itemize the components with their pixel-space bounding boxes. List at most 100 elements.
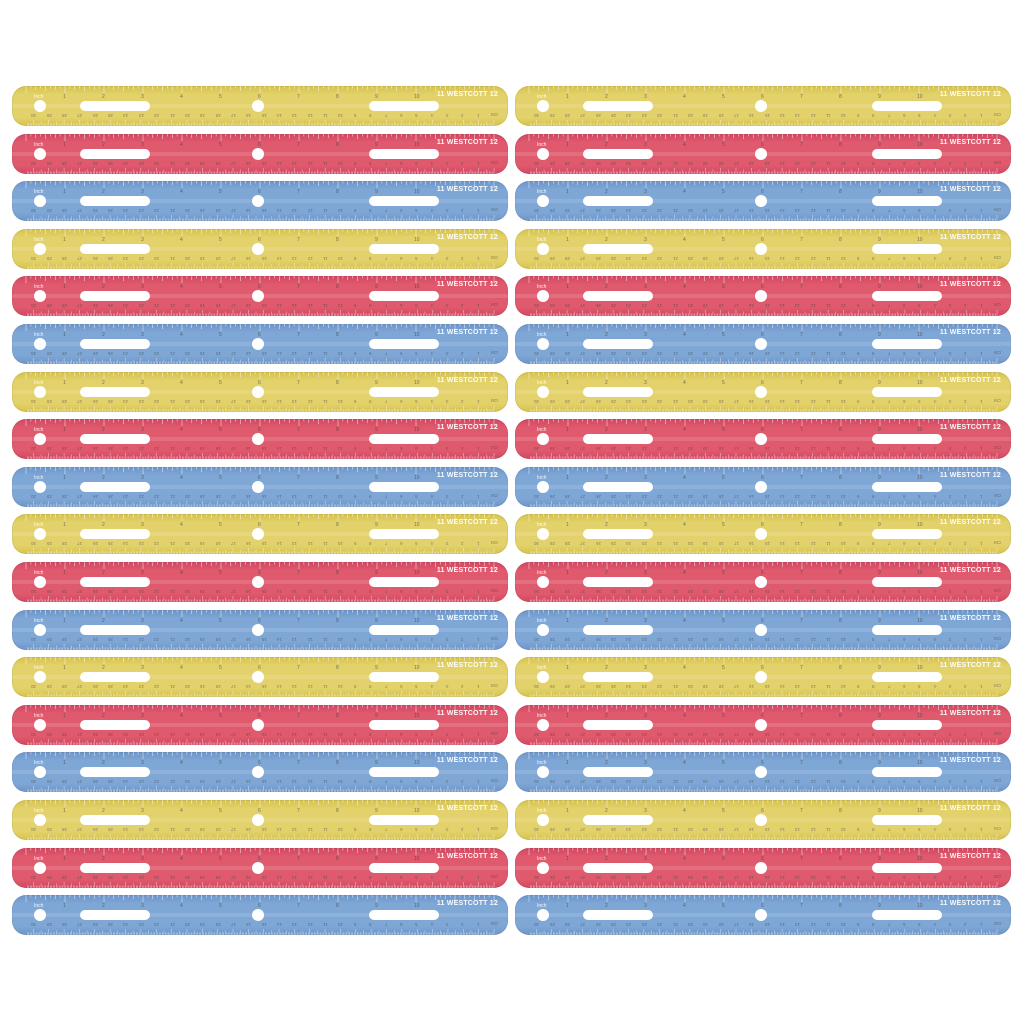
- cm-number: 4: [430, 493, 434, 499]
- cm-number: 20: [184, 446, 190, 452]
- cm-number: 16: [246, 303, 252, 309]
- cm-number: 12: [307, 589, 313, 594]
- inch-number: 10: [414, 332, 420, 338]
- cm-number: 14: [277, 351, 283, 356]
- cm-number: 21: [169, 589, 175, 594]
- cm-number: 13: [292, 398, 298, 404]
- inch-number: 7: [297, 427, 300, 434]
- cm-number: 18: [215, 541, 221, 547]
- inch-number: 2: [102, 94, 105, 100]
- cm-number: 13: [292, 589, 298, 594]
- cm-number: 24: [123, 589, 129, 594]
- cm-number: 8: [369, 208, 372, 214]
- cm-number: 20: [184, 541, 190, 547]
- cm-number: 9: [353, 351, 357, 356]
- cm-number: 12: [307, 351, 313, 356]
- cm-number: 9: [353, 160, 357, 166]
- inch-number-end: 12: [487, 424, 498, 432]
- binder-hole: [34, 147, 46, 160]
- inch-number: 6: [258, 332, 261, 338]
- cm-number: 12: [307, 446, 313, 452]
- inch-number: 11: [436, 471, 447, 479]
- cm-number: 11: [323, 541, 328, 547]
- inch-number: 3: [141, 284, 144, 291]
- inch-number: 7: [297, 189, 300, 196]
- inch-number: 8: [336, 284, 339, 291]
- cm-label: CM: [491, 112, 498, 117]
- inch-number: 6: [258, 141, 261, 148]
- cm-number: 13: [292, 160, 298, 166]
- inch-number: 4: [180, 141, 183, 148]
- cm-number: 11: [323, 493, 328, 499]
- cm-number: 21: [169, 541, 175, 547]
- inch-number: 7: [297, 332, 300, 338]
- cm-number: 20: [184, 351, 190, 356]
- cm-number: 6: [399, 208, 403, 214]
- cm-number: 4: [430, 113, 434, 118]
- cm-number: 30: [31, 541, 37, 547]
- inch-number: 8: [336, 236, 339, 243]
- cm-number: 16: [246, 446, 252, 452]
- cm-number: 9: [353, 398, 357, 404]
- binder-hole: [34, 433, 46, 446]
- cm-number: 19: [200, 398, 206, 404]
- cm-number: 30: [31, 160, 37, 166]
- cm-number: 29: [46, 398, 52, 404]
- binder-hole: [34, 576, 46, 588]
- ruler-yellow: Inch 1 2 3 4 5 6 7 8 9 10 11 WESTCOTT 12 CM 1 2 3 4 5 6 7 8 9…: [12, 228, 508, 269]
- cm-number: 14: [277, 303, 283, 309]
- cm-number: 25: [108, 541, 114, 547]
- inch-number: 8: [336, 570, 339, 576]
- inch-number: 11: [436, 281, 447, 289]
- cm-number: 22: [154, 398, 160, 404]
- cm-number: 9: [353, 113, 357, 118]
- inch-number: 8: [336, 522, 339, 529]
- inch-number-end: 12: [487, 519, 498, 527]
- brand-name: WESTCOTT: [446, 471, 488, 479]
- cm-number: 1: [476, 398, 480, 404]
- cm-number: 23: [138, 589, 144, 594]
- cm-number: 25: [108, 160, 114, 166]
- inch-number: 1: [63, 427, 66, 434]
- cm-number: 19: [200, 160, 206, 166]
- cm-number: 28: [62, 493, 68, 499]
- cm-number: 18: [215, 351, 221, 356]
- cm-number: 3: [445, 351, 449, 356]
- inch-number: 8: [336, 332, 339, 338]
- cm-number: 8: [369, 541, 372, 547]
- cm-number: 7: [384, 398, 388, 404]
- cm-number: 3: [445, 303, 449, 309]
- inch-number: 3: [141, 141, 144, 148]
- cm-number: 22: [154, 160, 160, 166]
- binder-slot: [80, 386, 150, 397]
- binder-hole: [252, 242, 264, 255]
- cm-number: 27: [77, 541, 83, 547]
- cm-number: 28: [62, 208, 68, 214]
- cm-number: 27: [77, 160, 83, 166]
- inch-label: Inch: [34, 522, 44, 529]
- inch-number: 6: [258, 570, 261, 576]
- inch-label: Inch: [34, 94, 44, 100]
- cm-number: 2: [461, 541, 464, 547]
- cm-number: 29: [46, 541, 52, 547]
- ruler-yellow: Inch 1 2 3 4 5 6 7 8 9 10 11 WESTCOTT 12 CM 1 2 3 4 5 6 7 8 9…: [12, 86, 508, 126]
- ruler-red: Inch 1 2 3 4 5 6 7 8 9 10 11 WESTCOTT 12 CM 1 2 3 4 5 6 7 8 9…: [12, 419, 508, 460]
- cm-number: 25: [108, 303, 114, 309]
- cm-number: 11: [323, 303, 328, 309]
- inch-number: 6: [258, 522, 261, 529]
- cm-number: 17: [230, 493, 236, 499]
- cm-number: 2: [461, 398, 464, 404]
- cm-number: 12: [307, 493, 313, 499]
- inch-number: 4: [180, 427, 183, 434]
- inch-number: 4: [180, 332, 183, 338]
- cm-number: 15: [261, 398, 267, 404]
- cm-number: 3: [445, 493, 449, 499]
- inch-number-end: 12: [487, 186, 498, 194]
- brand-logo: 11 WESTCOTT 12: [437, 234, 498, 241]
- cm-number: 29: [46, 160, 52, 166]
- cm-number: 27: [77, 303, 83, 309]
- binder-slot: [80, 196, 150, 207]
- brand-logo: 11 WESTCOTT 12: [437, 281, 498, 288]
- inch-number-end: 12: [487, 91, 498, 98]
- inch-number: 11: [436, 329, 447, 336]
